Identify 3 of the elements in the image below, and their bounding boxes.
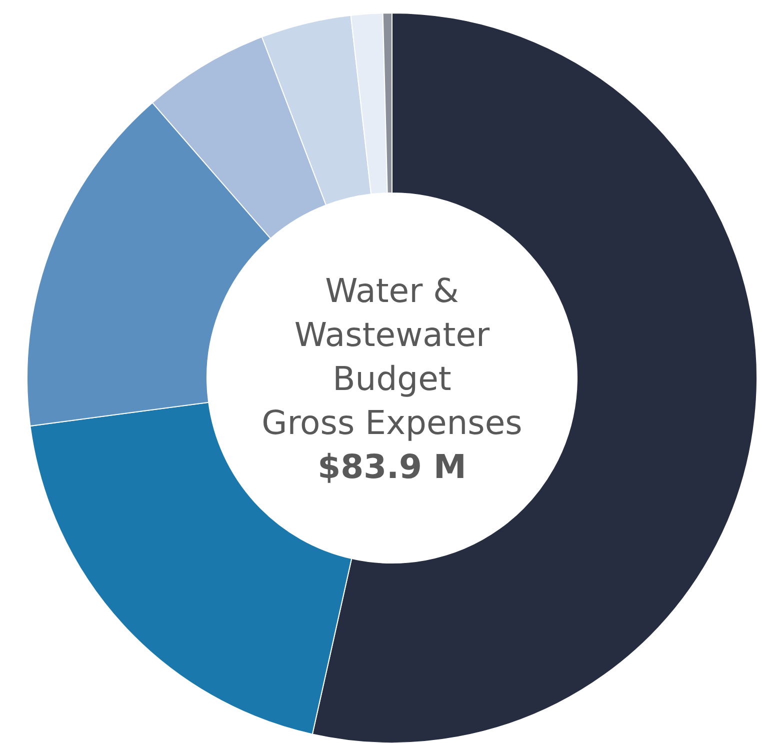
text: Water & Wastewater Budget [294, 271, 490, 398]
text: $83.9 M [318, 447, 466, 486]
text: Gross Expenses [262, 403, 522, 442]
